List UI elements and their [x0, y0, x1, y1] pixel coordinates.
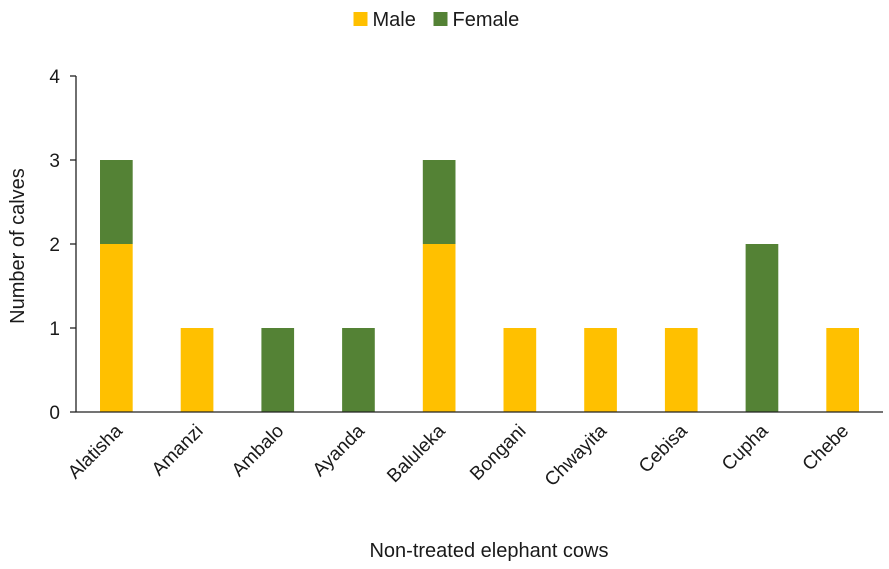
legend: Male Female: [353, 9, 520, 31]
y-tick-label: 1: [49, 319, 60, 340]
y-tick-label: 0: [49, 403, 60, 424]
bar-male-amanzi: [180, 328, 214, 412]
bar-male-chwayita: [584, 328, 617, 412]
y-tick-label: 4: [49, 67, 60, 88]
y-tick-label: 3: [49, 151, 60, 172]
legend-swatch-female: [433, 12, 448, 26]
x-tick-label: Amanzi: [148, 421, 208, 481]
bar-male-alatisha: [100, 244, 133, 412]
bar-male-cebisa: [664, 328, 698, 412]
bar-female-baluleka: [422, 160, 456, 244]
legend-label-male: Male: [373, 9, 416, 31]
y-tick-label: 2: [49, 235, 60, 256]
bar-female-cupha: [745, 244, 779, 412]
x-tick-label: Bongani: [466, 421, 530, 485]
legend-label-female: Female: [453, 9, 520, 31]
bar-male-bongani: [503, 328, 537, 412]
legend-swatch-male: [353, 12, 368, 26]
x-tick-label: Chebe: [799, 421, 853, 475]
x-tick-label: Chwayita: [541, 420, 611, 490]
x-tick-label: Baluleka: [383, 420, 450, 487]
x-tick-label: Cebisa: [635, 420, 692, 477]
x-tick-label: Cupha: [718, 420, 773, 475]
bar-male-baluleka: [422, 244, 456, 412]
bar-male-chebe: [826, 328, 859, 412]
x-tick-label: Alatisha: [64, 420, 127, 483]
bar-female-alatisha: [100, 160, 133, 244]
x-axis-label: Non-treated elephant cows: [369, 540, 608, 562]
x-tick-label: Ambalo: [228, 421, 288, 481]
bars-group: [100, 160, 859, 412]
bar-female-ayanda: [342, 328, 375, 412]
bar-female-ambalo: [261, 328, 295, 412]
x-tick-label: Ayanda: [309, 420, 369, 480]
y-axis-label: Number of calves: [7, 168, 29, 324]
